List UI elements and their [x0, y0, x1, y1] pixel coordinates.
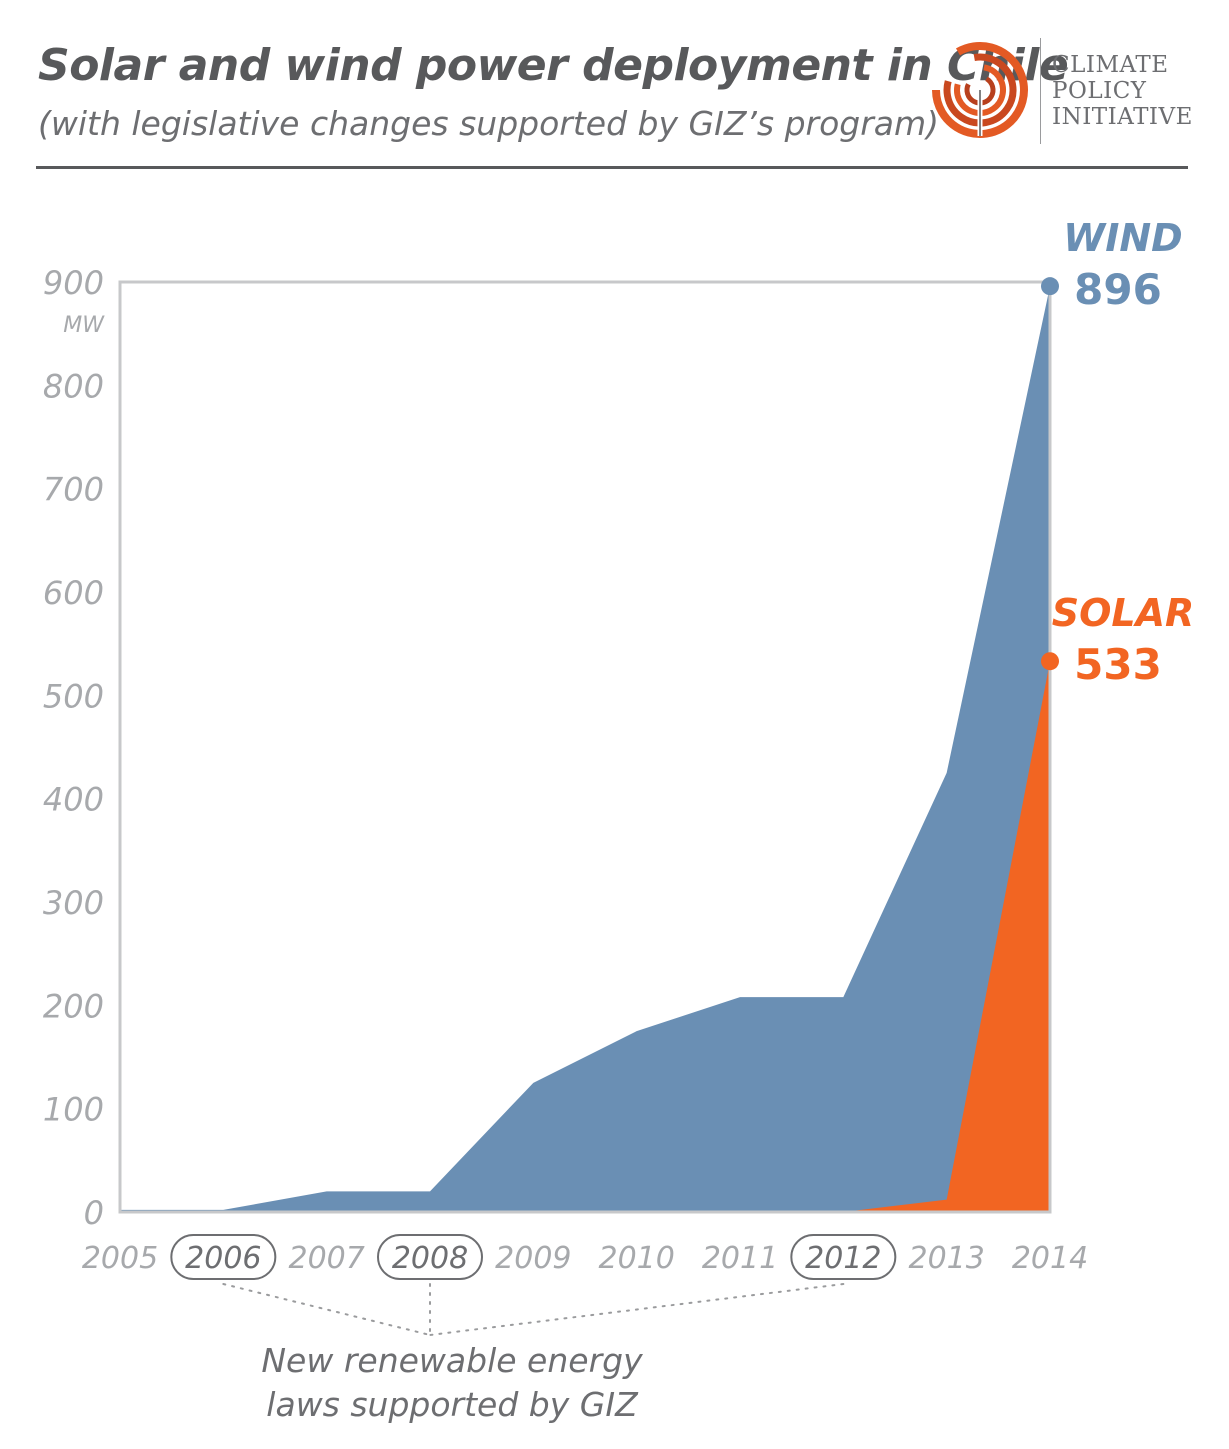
logo-line-3: INITIATIVE	[1052, 104, 1193, 130]
series-name-solar: SOLAR	[1052, 591, 1195, 635]
x-tick-label: 2005	[82, 1241, 158, 1276]
page-subtitle: (with legislative changes supported by G…	[38, 104, 940, 143]
series-name-wind: WIND	[1063, 216, 1182, 260]
y-tick-label: 900	[43, 264, 104, 302]
page-title: Solar and wind power deployment in Chile	[38, 40, 1069, 91]
y-tick-label: 0	[84, 1194, 104, 1232]
x-tick-label: 2006	[185, 1241, 261, 1276]
series-value-solar: 533	[1074, 640, 1162, 689]
y-tick-label: 400	[43, 781, 104, 819]
x-tick-label: 2013	[908, 1241, 984, 1276]
annotation-line: New renewable energy	[261, 1341, 643, 1380]
y-unit-label: MW	[63, 313, 105, 338]
end-point-wind	[1041, 277, 1059, 296]
header: Solar and wind power deployment in Chile…	[0, 0, 1229, 180]
y-tick-label: 500	[43, 677, 104, 715]
series-value-wind: 896	[1074, 265, 1162, 314]
annotation-line: laws supported by GIZ	[266, 1385, 639, 1424]
annotation: New renewable energy laws supported by GI…	[222, 1283, 845, 1424]
x-tick-label: 2010	[598, 1241, 674, 1276]
area-wind	[120, 286, 1050, 1213]
series-end-labels: WIND 896 SOLAR 533	[1041, 216, 1194, 689]
x-axis-ticks: 2005 2006 2007 2008 2009 2010 2011 2012 2013 2014	[82, 1234, 1088, 1280]
logo-divider	[1040, 38, 1041, 144]
y-tick-label: 300	[43, 884, 104, 922]
area-solar	[120, 661, 1050, 1212]
annotation-leader	[222, 1283, 431, 1336]
x-tick-label: 2007	[288, 1241, 364, 1276]
chart-areas	[120, 286, 1050, 1213]
y-tick-label: 800	[43, 367, 104, 405]
logo-line-2: POLICY	[1052, 78, 1147, 104]
logo-wordmark: CLIMATE POLICY INITIATIVE	[1052, 52, 1193, 130]
logo-line-1: CLIMATE	[1052, 52, 1169, 78]
highlight-pill	[377, 1234, 483, 1280]
x-tick-label: 2011	[702, 1241, 778, 1276]
highlight-pill	[170, 1234, 277, 1280]
x-tick-label: 2008	[392, 1241, 468, 1276]
highlight-pill	[790, 1234, 897, 1280]
x-tick-label: 2014	[1012, 1241, 1088, 1276]
y-tick-label: 600	[43, 574, 104, 612]
header-divider	[36, 166, 1188, 169]
y-axis-ticks: 0 100 200 300 400 500 600 700 800 900 MW	[43, 264, 105, 1232]
y-tick-label: 200	[43, 987, 104, 1025]
climate-policy-initiative-logo-icon	[932, 42, 1028, 139]
x-tick-label: 2012	[805, 1241, 881, 1276]
end-point-solar	[1041, 652, 1059, 671]
x-tick-label: 2009	[495, 1241, 571, 1276]
y-tick-label: 700	[43, 471, 104, 509]
y-tick-label: 100	[43, 1091, 104, 1129]
annotation-leader	[429, 1283, 845, 1336]
plot-frame	[118, 280, 1052, 1214]
